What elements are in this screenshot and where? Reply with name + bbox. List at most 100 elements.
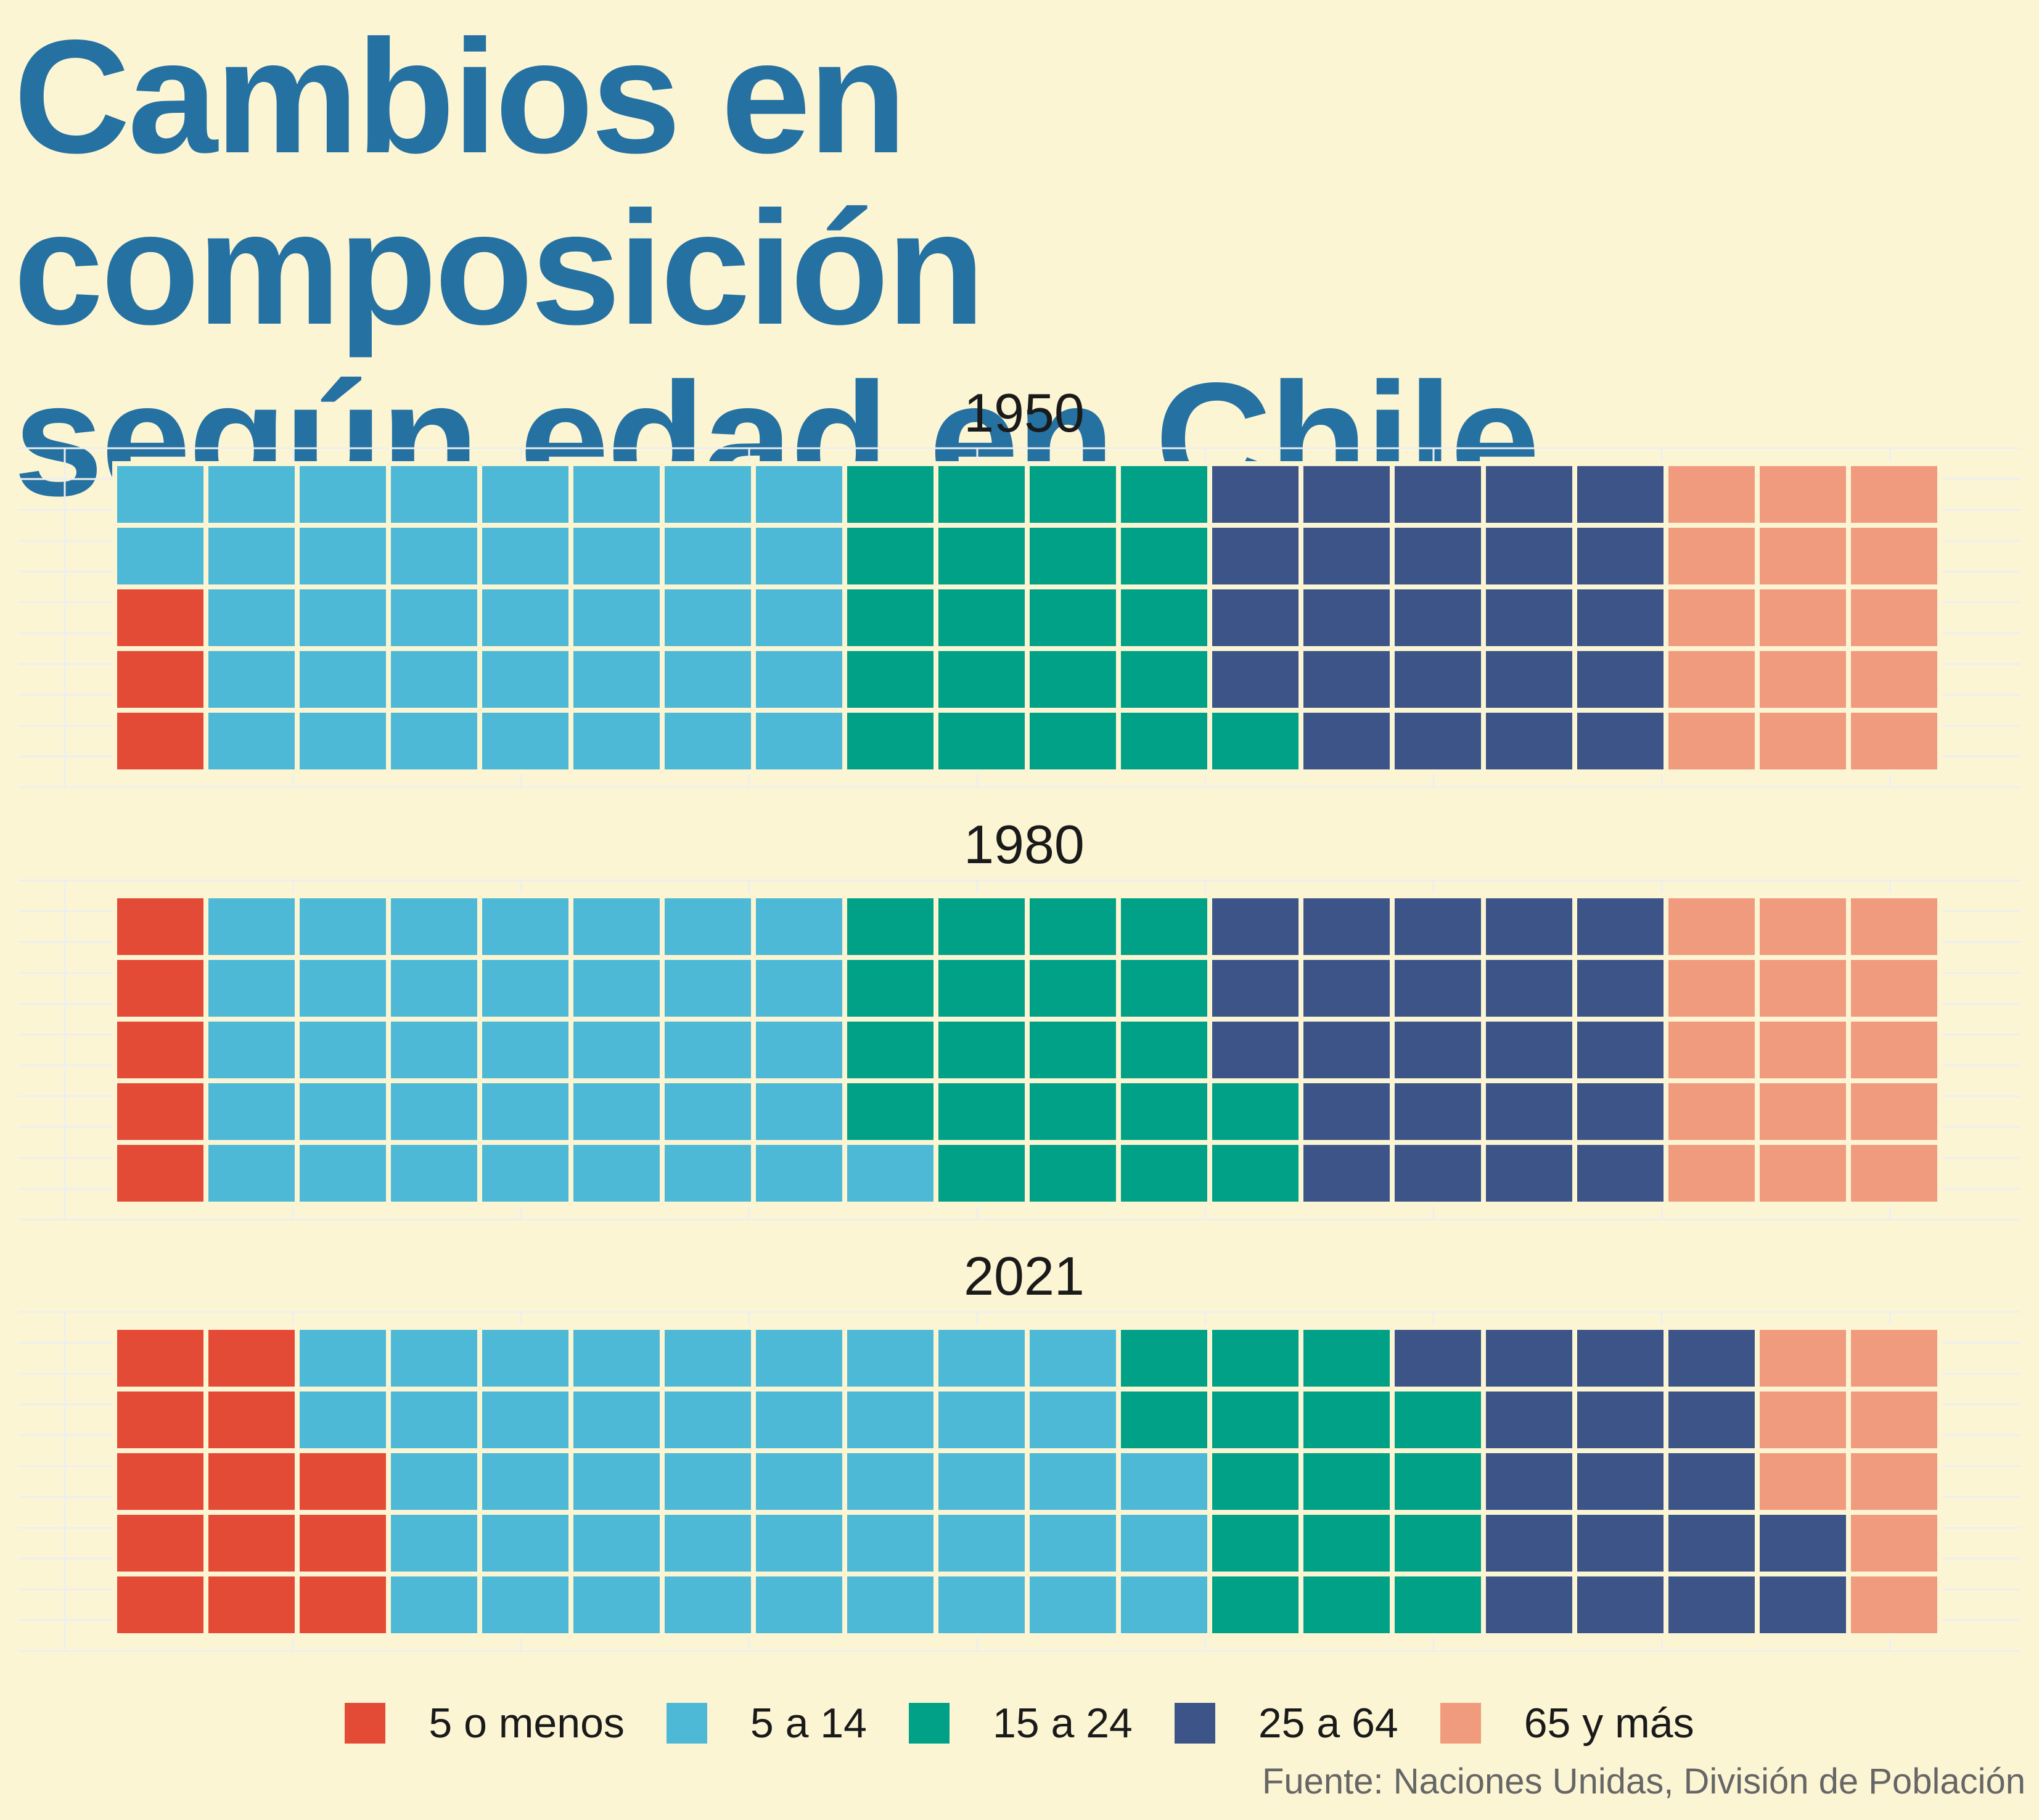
waffle-cell xyxy=(1755,1572,1851,1638)
waffle-cell xyxy=(477,1078,573,1145)
waffle-cell xyxy=(295,708,391,774)
waffle-panel: 1950 xyxy=(18,382,2021,789)
waffle-cell xyxy=(1664,1387,1760,1453)
waffle-cell xyxy=(1116,1448,1212,1515)
waffle-cell xyxy=(933,955,1030,1022)
waffle-cell xyxy=(477,523,573,589)
waffle-cell xyxy=(295,1325,391,1392)
waffle-cell xyxy=(1025,1078,1121,1145)
waffle-cell xyxy=(1207,1140,1303,1207)
waffle-cell xyxy=(112,893,208,960)
waffle-cell xyxy=(568,955,665,1022)
waffle-cell xyxy=(477,893,573,960)
waffle-cell xyxy=(660,1325,756,1392)
waffle-cell xyxy=(1390,1017,1486,1083)
waffle-cell xyxy=(1116,1140,1212,1207)
panel-label-1950: 1950 xyxy=(964,382,1085,443)
panel-label-2021: 2021 xyxy=(964,1245,1085,1306)
waffle-cell xyxy=(1846,1078,1942,1145)
waffle-cell xyxy=(1664,893,1760,960)
waffle-cell xyxy=(1846,1510,1942,1576)
waffle-cell xyxy=(1846,1387,1942,1453)
waffle-cell xyxy=(751,708,847,774)
waffle-cell xyxy=(112,1140,208,1207)
waffle-cell xyxy=(568,1572,665,1638)
waffle-cell xyxy=(112,1017,208,1083)
waffle-cell xyxy=(386,584,482,651)
waffle-cell xyxy=(1481,1510,1577,1576)
waffle-cell xyxy=(1572,461,1668,528)
waffle-cell xyxy=(751,1387,847,1453)
waffle-cell xyxy=(1481,708,1577,774)
waffle-cell xyxy=(1207,1510,1303,1576)
waffle-cell xyxy=(1755,461,1851,528)
waffle-cell xyxy=(1298,461,1395,528)
waffle-cell xyxy=(751,1448,847,1515)
waffle-cell xyxy=(568,584,665,651)
waffle-cell xyxy=(1755,1387,1851,1453)
waffle-cell xyxy=(751,584,847,651)
waffle-cell xyxy=(1390,1078,1486,1145)
waffle-cell xyxy=(568,1017,665,1083)
waffle-cell xyxy=(1298,1078,1395,1145)
waffle-cell xyxy=(660,955,756,1022)
waffle-cell xyxy=(112,955,208,1022)
waffle-cell xyxy=(660,1448,756,1515)
waffle-cell xyxy=(1664,1572,1760,1638)
waffle-cell xyxy=(1572,1078,1668,1145)
waffle-cell xyxy=(660,893,756,960)
waffle-cell xyxy=(751,461,847,528)
waffle-cell xyxy=(568,461,665,528)
waffle-cell xyxy=(1116,646,1212,713)
waffle-cell xyxy=(1664,523,1760,589)
waffle-cell xyxy=(1116,1572,1212,1638)
waffle-cell xyxy=(1207,1078,1303,1145)
waffle-cell xyxy=(1481,523,1577,589)
waffle-cell xyxy=(1572,1017,1668,1083)
waffle-cell xyxy=(477,1448,573,1515)
waffle-cell xyxy=(295,955,391,1022)
legend: 5 o menos 5 a 14 15 a 24 25 a 64 65 y má… xyxy=(0,1692,2039,1754)
waffle-cell xyxy=(1846,1017,1942,1083)
waffle-cell xyxy=(477,1140,573,1207)
waffle-cell xyxy=(568,1448,665,1515)
legend-item: 15 a 24 xyxy=(908,1699,1133,1747)
waffle-cell xyxy=(1664,646,1760,713)
waffle-cell xyxy=(1572,584,1668,651)
waffle-cell xyxy=(660,461,756,528)
waffle-cell xyxy=(751,893,847,960)
waffle-cell xyxy=(386,1078,482,1145)
waffle-cell xyxy=(933,1017,1030,1083)
panel-label-1980: 1980 xyxy=(964,814,1085,875)
waffle-cell xyxy=(1116,1325,1212,1392)
waffle-cell xyxy=(295,523,391,589)
waffle-cell xyxy=(660,1510,756,1576)
waffle-cell xyxy=(203,1510,300,1576)
waffle-cell xyxy=(1116,523,1212,589)
waffle-cell xyxy=(1298,893,1395,960)
waffle-cell xyxy=(751,1325,847,1392)
legend-label: 5 o menos xyxy=(429,1700,625,1747)
waffle-cell xyxy=(933,461,1030,528)
waffle-cell xyxy=(295,584,391,651)
waffle-cell xyxy=(1664,708,1760,774)
waffle-cell xyxy=(1572,1448,1668,1515)
waffle-cell xyxy=(1390,1325,1486,1392)
waffle-cell xyxy=(1390,708,1486,774)
waffle-cell xyxy=(1207,646,1303,713)
waffle-cell xyxy=(660,1387,756,1453)
waffle-cell xyxy=(842,646,938,713)
waffle-cell xyxy=(1390,1387,1486,1453)
waffle-cell xyxy=(1025,523,1121,589)
waffle-cell xyxy=(1846,1325,1942,1392)
waffle-cell xyxy=(477,1325,573,1392)
waffle-cell xyxy=(295,1140,391,1207)
waffle-cell xyxy=(1116,955,1212,1022)
waffle-cell xyxy=(477,1387,573,1453)
waffle-cell xyxy=(1481,461,1577,528)
waffle-cell xyxy=(1116,584,1212,651)
waffle-cell xyxy=(1481,955,1577,1022)
waffle-cell xyxy=(386,1510,482,1576)
waffle-cell xyxy=(933,1510,1030,1576)
waffle-cell xyxy=(203,1572,300,1638)
